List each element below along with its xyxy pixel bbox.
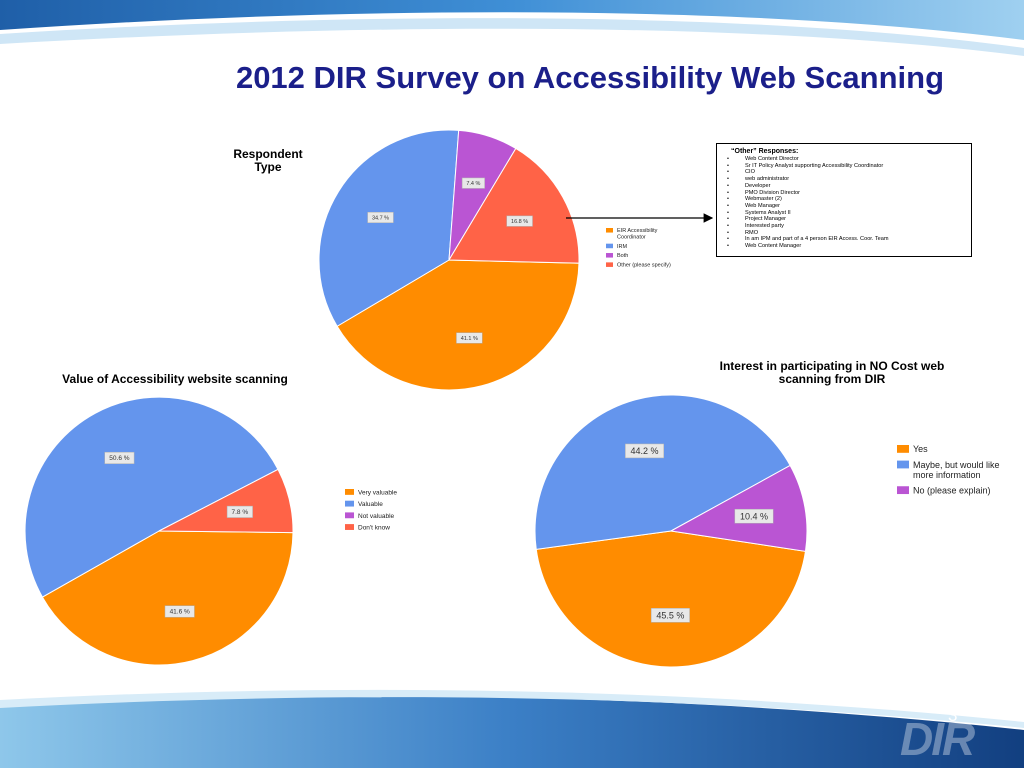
pie-chart-0: 41.1 % 34.7 % 7.4 % 16.8 % EIR Accessibility…: [318, 129, 671, 391]
legend-entry: EIR Accessibility Coordinator: [617, 228, 658, 240]
pie-slice: [24, 396, 279, 598]
chart-title-interest: Interest in participating in NO Cost web…: [719, 359, 945, 386]
legend-swatch: [606, 262, 613, 267]
pie-slice: [669, 464, 808, 552]
pie-slice: [336, 259, 580, 391]
other-response-item: Developer: [723, 183, 965, 190]
legend-swatch: [345, 500, 354, 507]
legend-entry: Valuable: [358, 501, 383, 508]
data-label-box: [461, 177, 485, 189]
legend-swatch: [897, 486, 909, 495]
other-response-item: Systems Analyst II: [723, 210, 965, 217]
other-response-item: CIO: [723, 169, 965, 176]
legend-swatch: [345, 524, 354, 530]
chart-title-value: Value of Accessibility website scanning: [62, 372, 288, 386]
other-response-item: RMO: [723, 230, 965, 237]
other-responses-list: Web Content Director Sr IT Policy Analys…: [723, 156, 965, 250]
data-label: 45.5 %: [656, 610, 684, 620]
legend-entry: Don't know: [358, 525, 390, 532]
pie-slice: [448, 147, 580, 264]
other-response-item: Webmaster (2): [723, 196, 965, 203]
legend-entry: Both: [617, 253, 628, 259]
data-label: 16.8 %: [511, 219, 528, 225]
other-response-item: Sr IT Policy Analyst supporting Accessib…: [723, 163, 965, 170]
other-response-item: Project Manager: [723, 216, 965, 223]
pie-chart-2: 45.5 % 44.2 % 10.4 % Yes Maybe, but would li…: [534, 394, 1000, 668]
legend-entry: No (please explain): [913, 485, 991, 495]
data-label-box: [367, 212, 394, 224]
data-label: 7.8 %: [232, 509, 249, 516]
page-number: 3: [948, 706, 958, 725]
data-label: 7.4 %: [466, 181, 480, 187]
data-label-box: [226, 505, 253, 518]
data-label-box: [164, 605, 195, 618]
legend-swatch: [897, 460, 909, 469]
other-response-item: web administrator: [723, 176, 965, 183]
legend-entry: Other (please specify): [617, 263, 671, 269]
legend-swatch: [606, 228, 613, 233]
pie-chart-1: 41.6 % 50.6 % 7.8 % Very valuable Valuable No…: [24, 396, 397, 666]
other-response-item: Web Content Manager: [723, 243, 965, 250]
data-label-box: [650, 608, 690, 623]
legend-entry: Maybe, but would like more information: [913, 460, 1000, 480]
other-response-item: PMO Division Director: [723, 190, 965, 197]
chart-title-respondent: Respondent Type: [233, 147, 303, 174]
other-response-item: Interested party: [723, 223, 965, 230]
data-label-box: [734, 508, 774, 524]
other-response-item: In am IPM and part of a 4 person EIR Acc…: [723, 236, 965, 243]
legend-swatch: [345, 512, 354, 519]
pie-slice: [41, 530, 294, 666]
data-label-box: [625, 443, 664, 459]
data-label: 34.7 %: [372, 215, 389, 221]
pie-slice: [318, 129, 460, 327]
other-responses-title: “Other” Responses:: [731, 148, 799, 155]
legend-swatch: [606, 253, 613, 258]
pie-slice: [535, 530, 807, 668]
legend-swatch: [606, 243, 613, 249]
data-label: 10.4 %: [740, 511, 768, 521]
data-label: 41.1 %: [461, 336, 478, 342]
other-response-item: Web Manager: [723, 203, 965, 210]
data-label: 44.2 %: [631, 446, 659, 456]
legend-entry: Yes: [913, 444, 928, 454]
data-label-box: [104, 451, 135, 464]
data-label-box: [456, 332, 483, 344]
pie-slice: [534, 394, 791, 550]
other-responses-box: “Other” Responses: Web Content Director …: [716, 143, 972, 257]
pie-slice: [158, 468, 294, 534]
legend-swatch: [345, 489, 354, 495]
legend-entry: Not valuable: [358, 513, 395, 520]
data-label: 41.6 %: [170, 609, 190, 616]
legend-entry: Very valuable: [358, 489, 397, 496]
data-label: 50.6 %: [109, 455, 129, 462]
legend-swatch: [897, 445, 909, 453]
legend-entry: IRM: [617, 244, 628, 250]
dir-logo: DIR: [900, 713, 975, 765]
other-response-item: Web Content Director: [723, 156, 965, 163]
slide-title: 2012 DIR Survey on Accessibility Web Sca…: [235, 60, 945, 95]
data-label-box: [506, 215, 533, 227]
